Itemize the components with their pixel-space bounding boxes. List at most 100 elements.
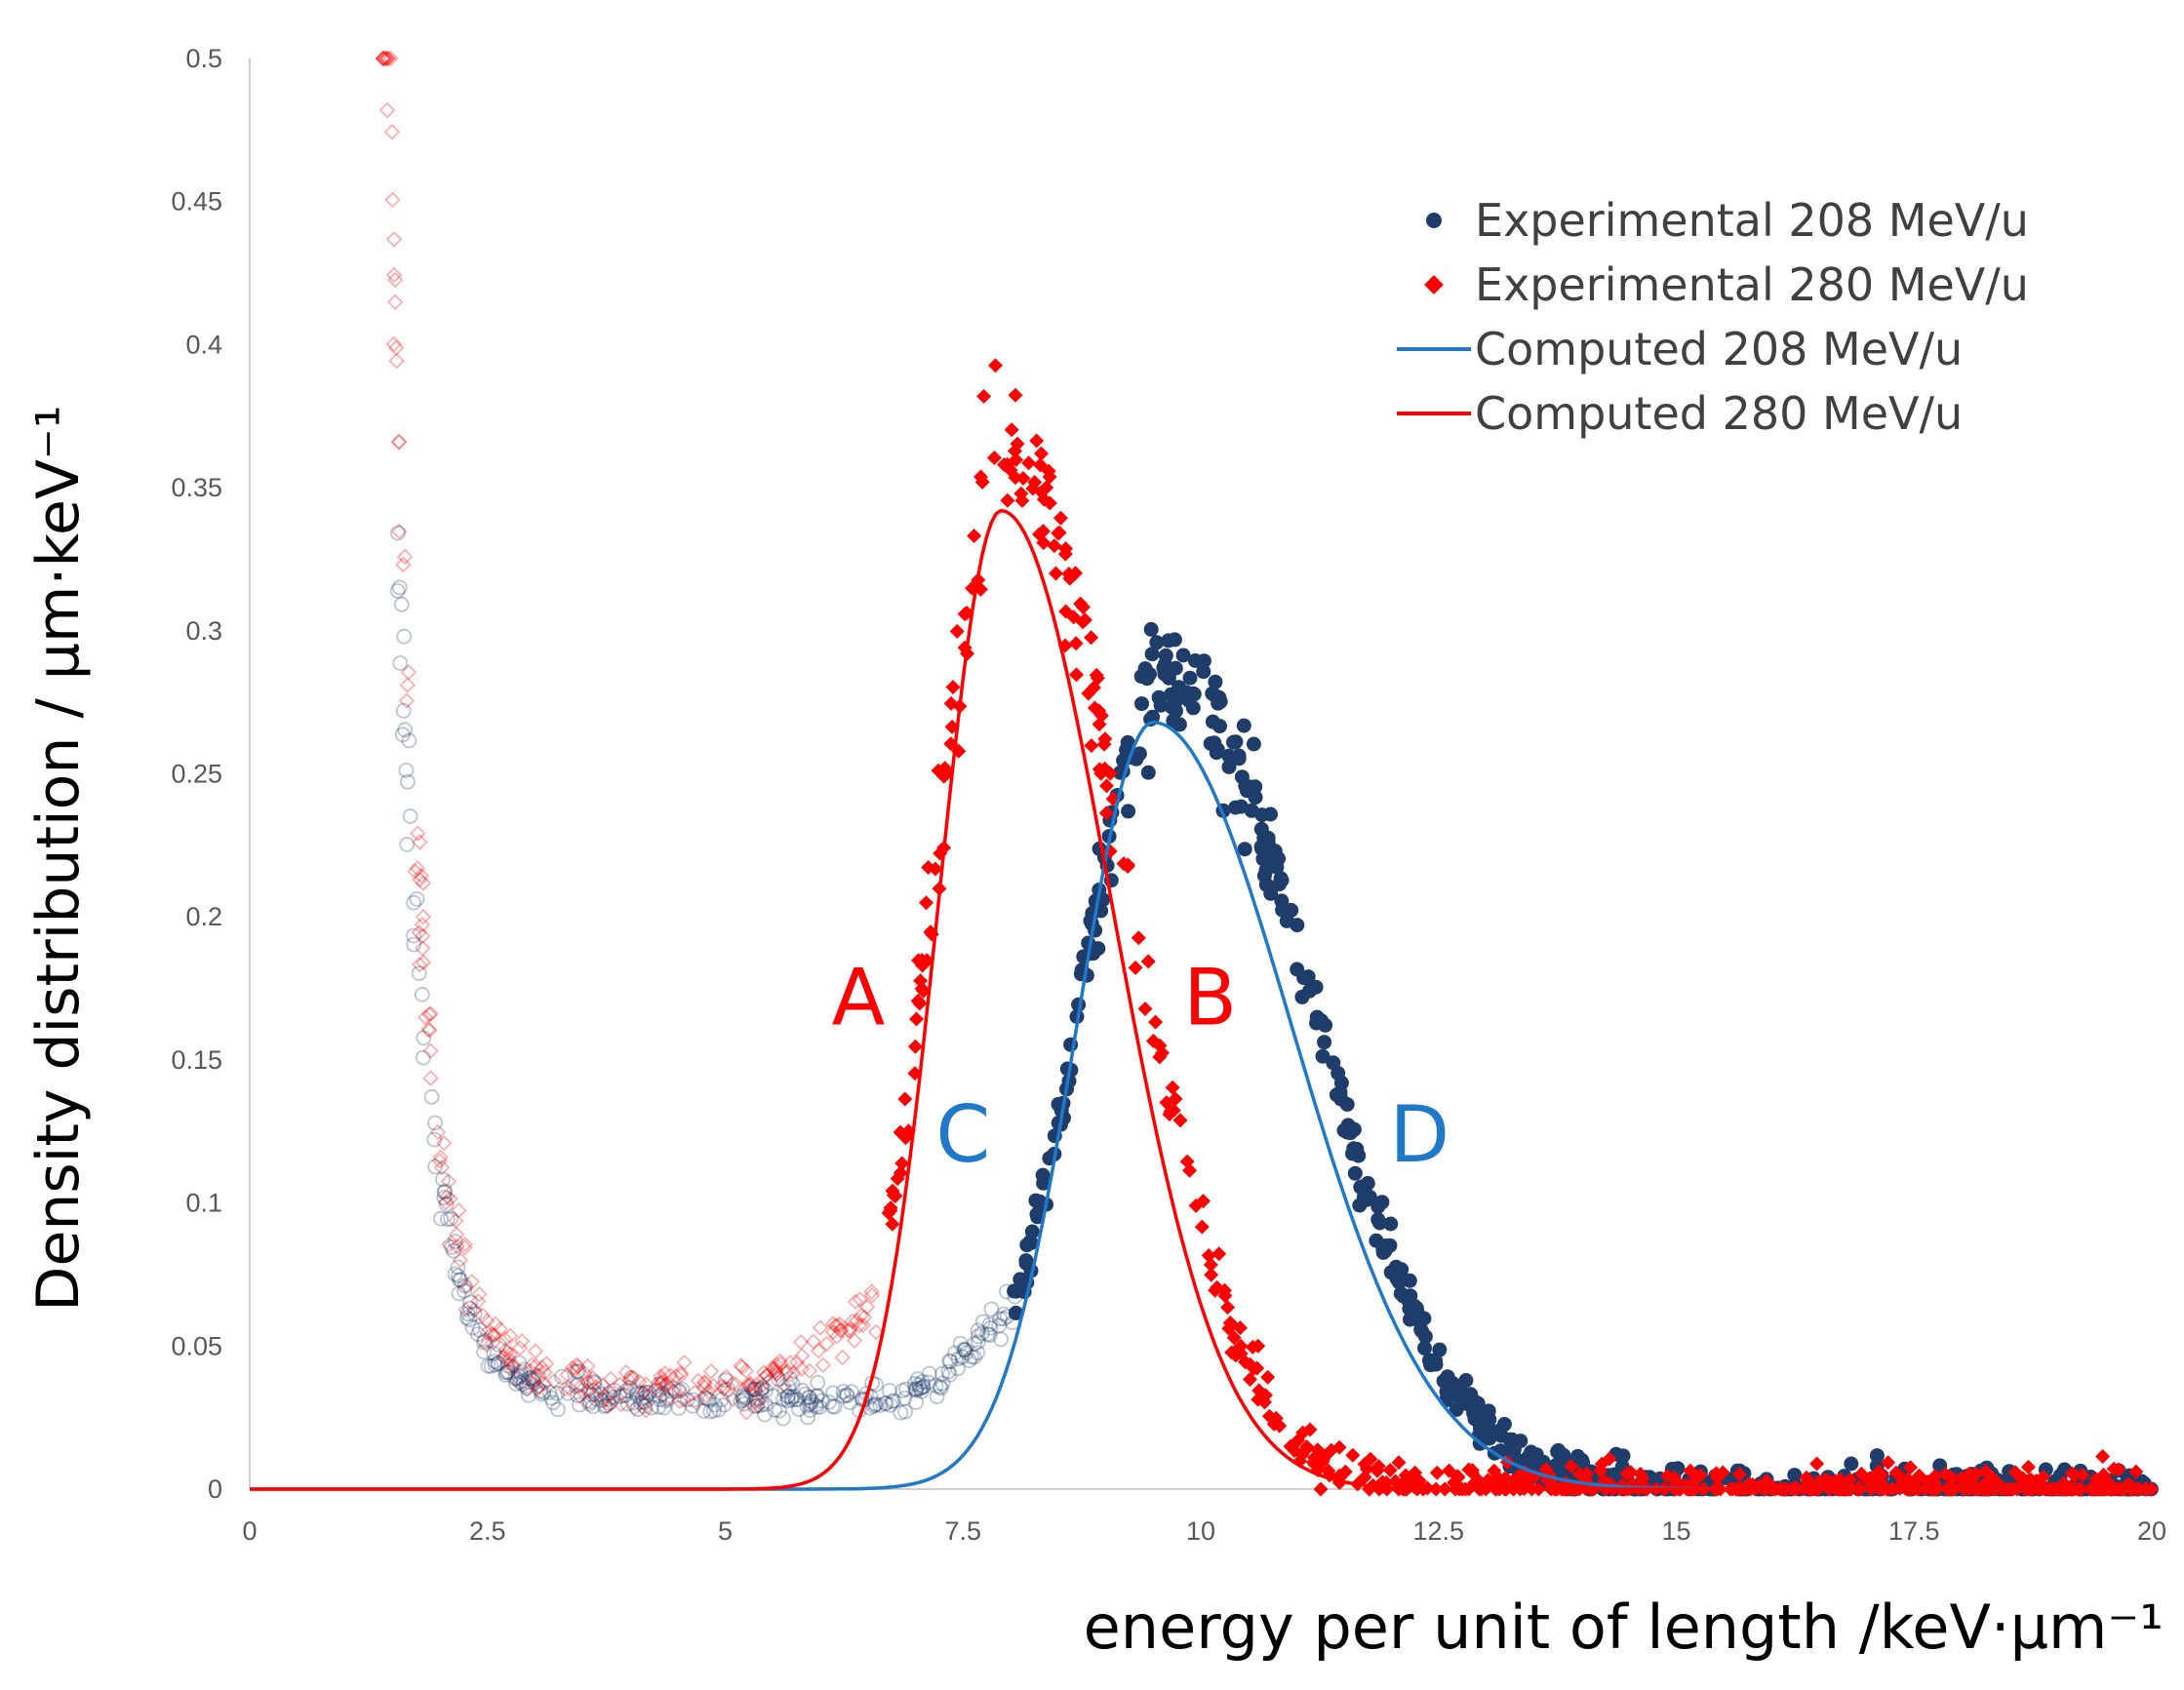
- exp-280-point: [1517, 1474, 1532, 1490]
- exp-208-open-point: [754, 1380, 771, 1396]
- exp-208-open-point: [461, 1300, 478, 1317]
- exp-208-open-point: [946, 1345, 963, 1361]
- exp-208-point: [1134, 696, 1149, 712]
- exp-280-point: [1229, 1342, 1245, 1357]
- exp-208-open-point: [446, 1242, 461, 1259]
- exp-208-point: [1253, 821, 1269, 837]
- exp-208-open-point: [915, 1379, 932, 1395]
- exp-208-open-point: [897, 1403, 913, 1420]
- exp-280-point: [1128, 960, 1143, 975]
- exp-208-open-point: [825, 1385, 841, 1401]
- exp-208-open-point: [507, 1370, 523, 1387]
- exp-280-point: [1073, 596, 1089, 611]
- exp-208-open-point: [784, 1376, 801, 1392]
- exp-208-point: [1182, 670, 1198, 686]
- exp-208-open-point: [560, 1385, 576, 1401]
- exp-208-open-point: [534, 1386, 550, 1402]
- exp-208-point: [1158, 648, 1173, 663]
- exp-280-open-point: [422, 1042, 439, 1059]
- exp-208-point: [1475, 1420, 1490, 1435]
- exp-208-point: [1208, 674, 1223, 689]
- exp-280-open-point: [387, 271, 404, 289]
- exp-280-open-point: [767, 1363, 783, 1381]
- exp-280-open-point: [378, 101, 396, 119]
- exp-208-open-point: [490, 1355, 506, 1371]
- exp-280-open-point: [805, 1333, 822, 1350]
- exp-280-open-point: [659, 1391, 676, 1407]
- exp-208-open-point: [651, 1376, 666, 1393]
- x-tick-label: 2.5: [469, 1516, 506, 1546]
- exp-208-point: [1142, 666, 1157, 682]
- exp-208-open-point: [638, 1389, 655, 1405]
- exp-208-open-point: [533, 1383, 549, 1399]
- exp-208-open-point: [536, 1384, 551, 1400]
- exp-208-open-point: [757, 1396, 774, 1412]
- exp-208-open-point: [615, 1388, 631, 1404]
- exp-280-open-point: [794, 1348, 811, 1364]
- exp-208-open-point: [753, 1397, 770, 1413]
- exp-208-open-point: [971, 1334, 986, 1350]
- exp-208-open-point: [898, 1381, 914, 1397]
- exp-280-point: [1208, 1282, 1223, 1298]
- exp-280-open-point: [779, 1363, 796, 1380]
- exp-208-open-point: [570, 1388, 585, 1403]
- exp-280-point: [912, 996, 928, 1011]
- exp-208-open-point: [974, 1325, 990, 1341]
- exp-280-point: [1251, 1338, 1266, 1354]
- exp-280-point: [1305, 1455, 1321, 1471]
- exp-280-open-point: [585, 1387, 603, 1404]
- exp-208-open-point: [628, 1387, 645, 1402]
- exp-208-open-point: [621, 1380, 638, 1395]
- exp-280-open-point: [387, 339, 405, 356]
- exp-280-open-point: [531, 1379, 547, 1395]
- exp-208-open-point: [584, 1387, 600, 1402]
- exp-208-open-point: [436, 1184, 453, 1200]
- exp-280-open-point: [485, 1327, 502, 1344]
- exp-280-open-point: [457, 1278, 474, 1295]
- exp-208-open-point: [499, 1357, 516, 1374]
- exp-208-open-point: [791, 1401, 807, 1417]
- exp-280-open-point: [415, 909, 432, 925]
- exp-208-open-point: [942, 1354, 959, 1370]
- exp-280-point: [1211, 1246, 1227, 1262]
- exp-280-open-point: [436, 1135, 453, 1152]
- exp-280-open-point: [421, 1022, 438, 1039]
- exp-280-point: [1140, 954, 1156, 969]
- x-tick-label: 15: [1661, 1516, 1690, 1546]
- exp-280-open-point: [590, 1380, 607, 1396]
- exp-208-open-point: [450, 1259, 466, 1276]
- exp-208-open-point: [992, 1311, 1008, 1327]
- exp-208-open-point: [569, 1363, 585, 1380]
- exp-208-open-point: [911, 1377, 928, 1393]
- exp-280-point: [897, 1091, 913, 1107]
- exp-280-open-point: [621, 1372, 638, 1389]
- exp-280-open-point: [432, 1149, 449, 1165]
- exp-208-open-point: [543, 1390, 560, 1406]
- exp-280-open-point: [602, 1370, 619, 1388]
- exp-208-open-point: [810, 1374, 826, 1391]
- exp-208-open-point: [821, 1394, 837, 1410]
- exp-208-open-point: [779, 1389, 796, 1405]
- exp-208-point: [1211, 689, 1227, 705]
- exp-208-open-point: [416, 1030, 432, 1046]
- exp-280-open-point: [827, 1317, 844, 1334]
- exp-208-open-point: [458, 1310, 475, 1326]
- exp-280-point: [2128, 1464, 2144, 1479]
- exp-208-open-point: [882, 1397, 898, 1413]
- exp-208-open-point: [651, 1398, 667, 1415]
- exp-208-open-point: [644, 1399, 660, 1416]
- exp-208-point: [1226, 734, 1241, 750]
- exp-280-open-point: [600, 1397, 616, 1415]
- exp-280-point: [1927, 1469, 1943, 1484]
- exp-280-open-point: [602, 1386, 619, 1402]
- exp-280-open-point: [842, 1323, 858, 1340]
- x-tick-label: 5: [718, 1516, 733, 1546]
- exp-280-point: [2095, 1449, 2111, 1464]
- exp-208-open-point: [679, 1392, 695, 1407]
- exp-208-open-point: [933, 1380, 949, 1396]
- exp-280-open-point: [387, 294, 404, 310]
- exp-208-open-point: [635, 1394, 652, 1410]
- exp-280-open-point: [634, 1385, 652, 1401]
- exp-208-open-point: [701, 1393, 718, 1408]
- exp-208-point: [1022, 1235, 1038, 1249]
